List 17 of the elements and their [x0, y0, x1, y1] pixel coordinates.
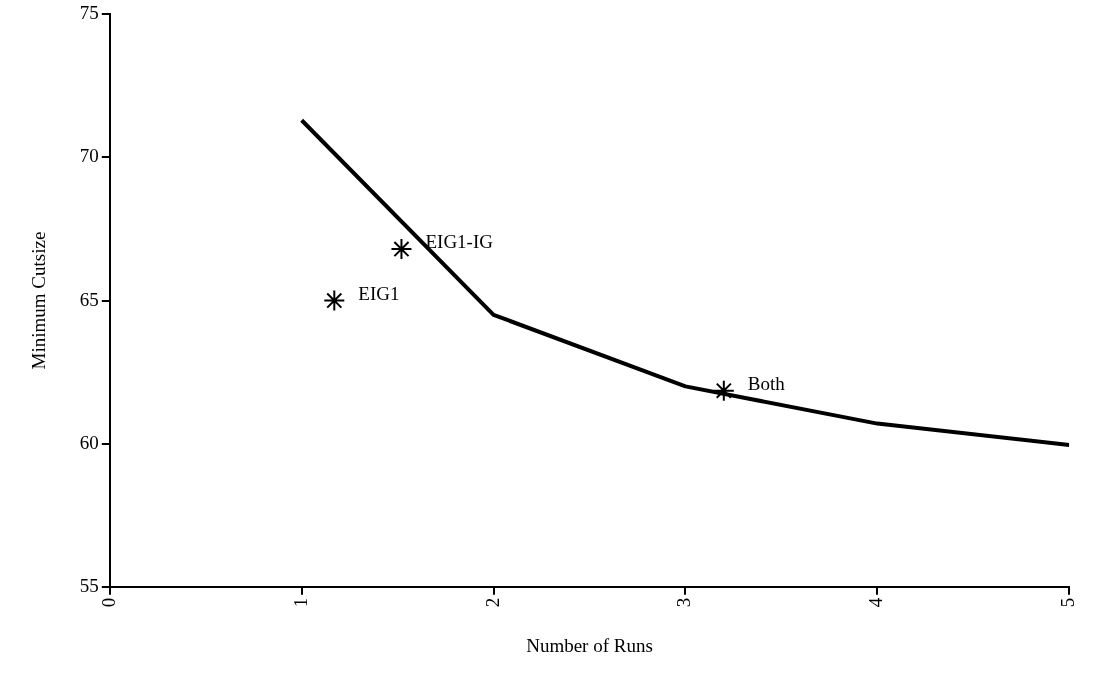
y-axis-title: Minimum Cutsize	[28, 231, 50, 370]
x-tick-label: 4	[865, 597, 887, 608]
x-tick-label: 1	[289, 597, 311, 608]
y-tick-label: 55	[79, 574, 99, 596]
x-tick-label: 0	[97, 597, 119, 608]
annotation: Both	[747, 372, 786, 394]
annotation: EIG1-IG	[425, 231, 494, 253]
x-tick-label: 3	[673, 597, 695, 608]
y-tick-label: 75	[79, 2, 99, 24]
annotation: EIG1	[358, 282, 400, 304]
y-tick-label: 65	[79, 288, 99, 310]
x-tick-label: 5	[1057, 597, 1079, 608]
y-tick-label: 60	[79, 431, 99, 453]
point	[323, 289, 346, 312]
x-axis-title: Number of Runs	[526, 634, 653, 656]
x-tick-label: 2	[481, 597, 503, 608]
y-tick-label: 70	[79, 145, 99, 167]
